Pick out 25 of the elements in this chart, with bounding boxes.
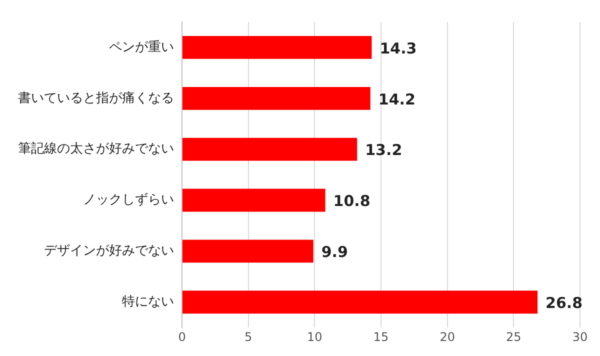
bar [182, 290, 538, 314]
data-label: 9.9 [321, 243, 348, 262]
x-tick-label: 30 [572, 330, 588, 344]
y-tick-label: ノックしずらい [83, 192, 174, 208]
data-label: 10.8 [333, 192, 370, 210]
data-label: 13.2 [365, 141, 402, 160]
data-label: 26.8 [546, 294, 583, 312]
x-tick-label: 25 [506, 330, 522, 344]
y-tick-label: 書いていると指が痛くなる [18, 90, 174, 106]
y-tick-label: 特にない [122, 294, 174, 310]
bar [182, 240, 314, 263]
y-tick-label: ペンが重い [109, 40, 174, 55]
bar [182, 138, 358, 161]
x-tick-label: 5 [244, 330, 252, 344]
bar [182, 36, 372, 59]
data-label: 14.3 [380, 39, 417, 58]
x-tick-label: 10 [307, 330, 322, 344]
x-tick-label: 0 [178, 330, 186, 344]
data-label: 14.2 [378, 90, 416, 108]
y-tick-label: デザインが好みでない [44, 244, 174, 259]
y-tick-label: 筆記線の太さが好みでない [18, 142, 174, 157]
x-tick-label: 15 [373, 330, 389, 344]
bar [182, 86, 370, 110]
x-tick-label: 20 [440, 330, 455, 344]
bar [182, 188, 326, 212]
